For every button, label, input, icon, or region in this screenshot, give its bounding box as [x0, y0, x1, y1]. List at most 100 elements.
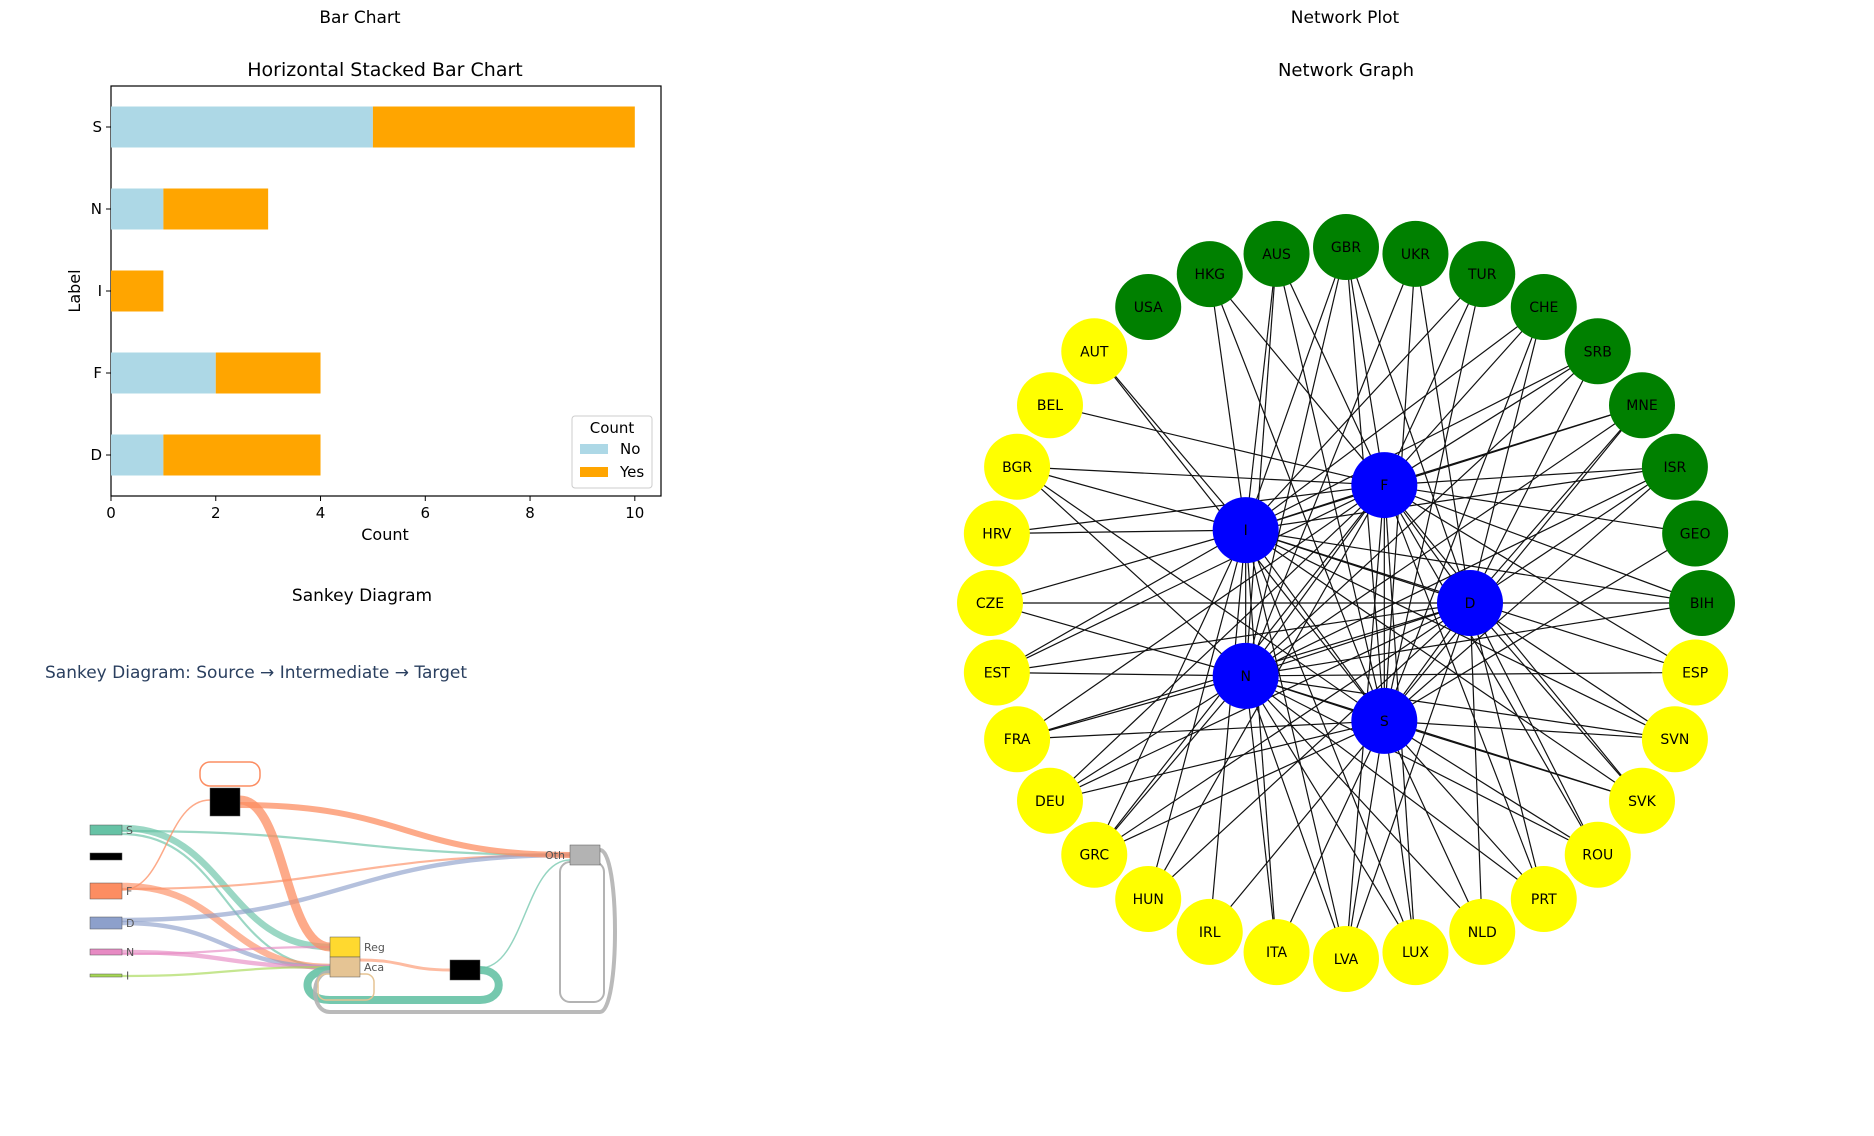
sankey-link-end-oth — [479, 859, 571, 969]
network-edge — [1016, 466, 1247, 677]
network-edge — [1209, 273, 1385, 486]
network-node-label: AUS — [1262, 247, 1291, 263]
network-edge — [1383, 466, 1676, 722]
network-node-label: SVK — [1628, 794, 1656, 810]
network-edge — [989, 529, 1246, 604]
bar-N-yes — [163, 188, 269, 230]
network-node-che — [1510, 273, 1577, 340]
legend-label-yes: Yes — [619, 463, 644, 481]
network-node-label: IRL — [1199, 925, 1221, 941]
network-edge — [1245, 530, 1278, 953]
network-edge — [1383, 350, 1599, 486]
network-edge — [1049, 404, 1385, 486]
network-node-lux — [1382, 919, 1449, 986]
network-edge — [1469, 602, 1545, 900]
sankey-link-S-Oth — [121, 829, 571, 857]
network-edge — [1383, 273, 1483, 486]
x-tick-label: 2 — [211, 504, 221, 522]
network-edge — [1383, 484, 1545, 900]
x-tick-label: 8 — [525, 504, 535, 522]
network-edge — [1383, 484, 1599, 856]
network-node-label: USA — [1134, 300, 1163, 316]
network-edge — [1384, 466, 1675, 486]
network-edge — [1093, 529, 1247, 855]
network-edge — [1016, 675, 1246, 740]
bar-chart-title: Horizontal Stacked Bar Chart — [247, 59, 523, 81]
sankey-link-mid-reg — [239, 795, 331, 952]
x-tick-label: 0 — [106, 504, 116, 522]
sankey-node-label: I — [126, 970, 129, 983]
sankey-link-f-mid — [121, 799, 211, 891]
bar-y-ticks: D F I N S — [90, 118, 111, 464]
network-node-svn — [1641, 706, 1708, 773]
network-node-label: SRB — [1584, 344, 1612, 360]
network-node-label: GEO — [1680, 527, 1711, 543]
network-edge — [996, 529, 1246, 673]
network-node-label: LUX — [1402, 945, 1429, 961]
network-node-label: PRT — [1531, 892, 1557, 908]
network-edge — [1345, 720, 1385, 960]
x-tick-label: 10 — [625, 504, 644, 522]
network-edge — [1245, 675, 1347, 960]
network-edge — [1245, 529, 1417, 953]
network-node-label: CHE — [1529, 300, 1558, 316]
network-edge — [1245, 466, 1676, 677]
network-node-usa — [1115, 273, 1182, 340]
network-edge — [1384, 533, 1696, 722]
y-tick-label: D — [90, 446, 102, 464]
network-edge — [1245, 246, 1347, 677]
sankey-node-d — [89, 916, 123, 930]
bar-y-label: Label — [65, 269, 84, 312]
network-edge — [1245, 350, 1599, 531]
network-node-label: AUT — [1080, 344, 1109, 360]
sankey-diagram: Sankey Diagram: Source → Intermediate → … — [45, 663, 617, 1014]
network-node-esp — [1662, 639, 1729, 706]
network-node-cze — [957, 570, 1023, 636]
network-node-srb — [1564, 318, 1631, 385]
network-edge — [1469, 404, 1643, 604]
network-edge — [1383, 306, 1545, 722]
network-edge — [1383, 720, 1545, 900]
network-node-deu — [1016, 767, 1083, 834]
network-edge — [1345, 246, 1471, 604]
network-edge — [1209, 720, 1385, 933]
network-edge — [1276, 720, 1385, 953]
network-node-svk — [1609, 767, 1676, 834]
network-node-label: GBR — [1331, 240, 1361, 256]
network-title: Network Graph — [1278, 60, 1414, 81]
x-tick-label: 4 — [316, 504, 326, 522]
network-node-fra — [984, 706, 1051, 773]
network-edge — [1384, 484, 1696, 535]
network-edge — [1469, 602, 1676, 740]
sankey-node-s — [89, 824, 123, 836]
network-edge — [1245, 675, 1483, 933]
sankey-loop-grey-box — [559, 861, 605, 1003]
network-edge — [1049, 484, 1385, 802]
sankey-node-blank1 — [89, 852, 123, 861]
sankey-title: Sankey Diagram: Source → Intermediate → … — [45, 663, 467, 683]
network-graph: Network Graph BIH GEO ISR MNE SRB CHE TUR UKR GB… — [957, 60, 1735, 992]
bar-panel-title: Bar Chart — [319, 8, 401, 28]
network-edge — [989, 602, 1246, 677]
sankey-nodes: S F D NI Reg Aca Oth — [89, 787, 601, 983]
network-edge — [1209, 274, 1247, 531]
sankey-loop-orange — [199, 761, 261, 787]
network-edge — [1245, 466, 1675, 531]
bar-D-no — [111, 434, 164, 476]
sankey-node-aca — [329, 956, 361, 978]
bar-x-ticks: 0 2 4 6 8 10 — [106, 496, 644, 522]
sankey-node-n — [89, 948, 123, 956]
network-edge — [1147, 602, 1471, 900]
sankey-node-reg — [329, 936, 361, 958]
bar-D-yes — [163, 434, 321, 476]
network-edges — [989, 246, 1703, 960]
network-hub-d — [1437, 570, 1503, 636]
network-node-label: ISR — [1664, 460, 1687, 476]
network-edge — [1469, 466, 1676, 604]
network-hub-label: S — [1380, 714, 1389, 730]
sankey-node-label: Aca — [364, 961, 384, 974]
network-edge — [1245, 529, 1385, 722]
x-tick-label: 6 — [421, 504, 431, 522]
network-node-label: ESP — [1682, 665, 1708, 681]
y-tick-label: N — [91, 200, 102, 218]
